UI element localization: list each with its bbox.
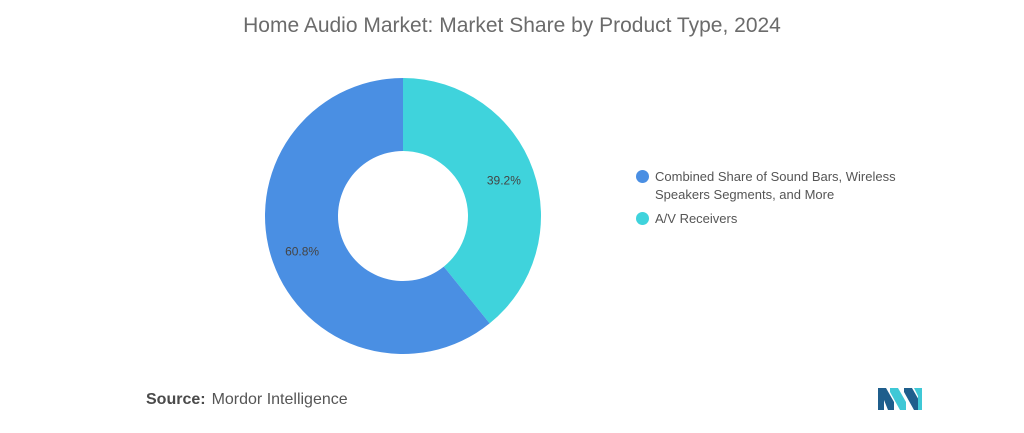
slice-label-0: 39.2% xyxy=(487,173,521,187)
chart-title: Home Audio Market: Market Share by Produ… xyxy=(243,14,781,37)
legend-item-av-receivers: A/V Receivers xyxy=(636,210,936,228)
mordor-intelligence-logo-icon xyxy=(878,388,922,410)
source-label: Source: xyxy=(146,391,206,408)
source-text: Mordor Intelligence xyxy=(211,391,348,408)
legend-label-combined: Combined Share of Sound Bars, Wireless S… xyxy=(655,169,896,202)
donut-slice-0 xyxy=(403,78,541,324)
slice-label-1: 60.8% xyxy=(285,245,319,259)
legend-swatch-combined xyxy=(636,170,649,183)
legend-item-combined: Combined Share of Sound Bars, Wireless S… xyxy=(636,168,936,204)
legend-label-av-receivers: A/V Receivers xyxy=(655,211,738,226)
source-note: Source: Mordor Intelligence xyxy=(146,391,348,409)
legend-swatch-av-receivers xyxy=(636,212,649,225)
chart-legend: Combined Share of Sound Bars, Wireless S… xyxy=(636,168,936,234)
donut-slice-1 xyxy=(265,78,490,354)
